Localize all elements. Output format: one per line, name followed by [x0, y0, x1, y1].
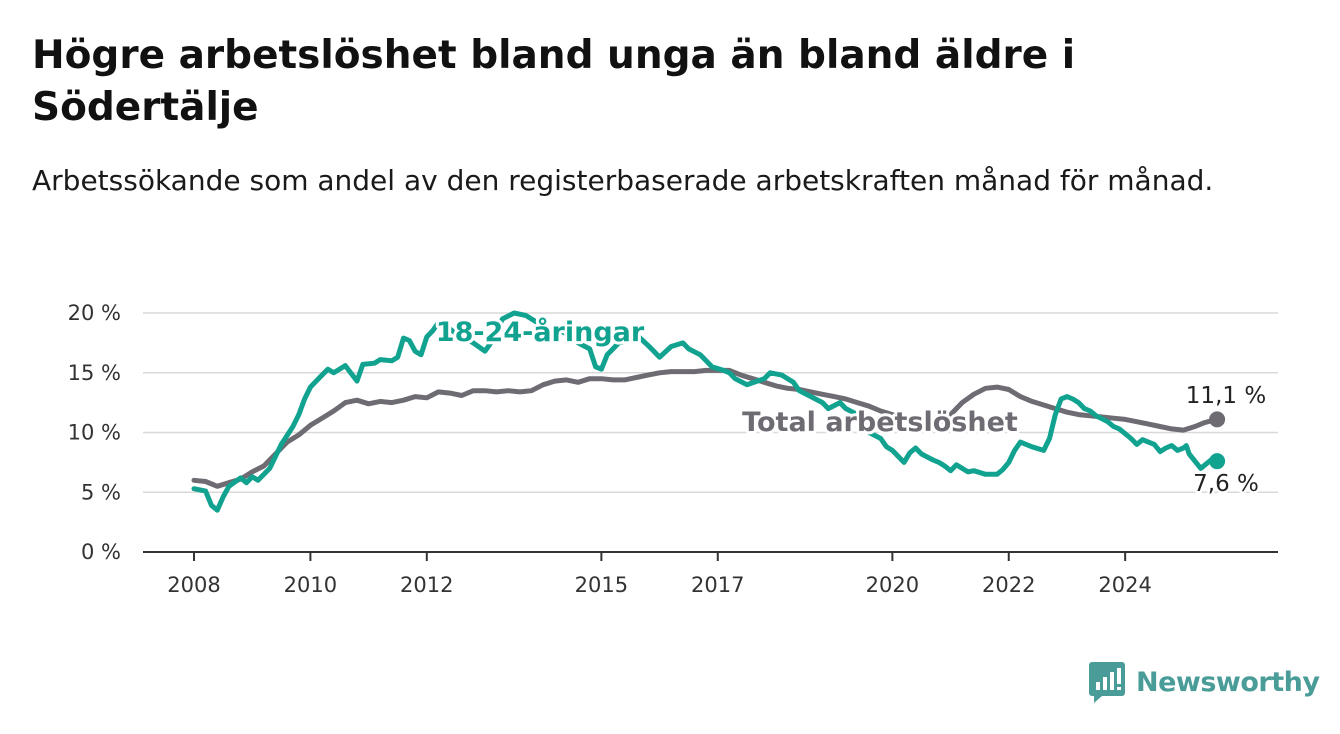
series-line-total [191, 367, 1220, 489]
series-line-young [191, 310, 1220, 513]
chart-subtitle: Arbetssökande som andel av den registerb… [32, 164, 1214, 197]
chart-grid [143, 312, 1278, 553]
y-tick-label: 0 % [81, 540, 121, 564]
x-axis-ticks: 2008 2010 2012 2015 2017 2020 2022 2024 [167, 552, 1152, 597]
x-tick-label: 2012 [400, 573, 453, 597]
y-tick-label: 5 % [81, 480, 121, 504]
chart-series [191, 310, 1226, 513]
brand-name: Newsworthy [1136, 666, 1320, 698]
chart-labels: 18-24-åringar Total arbetslöshet 11,1 % 7,6… [433, 313, 1269, 500]
brand-logo: Newsworthy [1088, 660, 1320, 704]
series-label-total: Total arbetslöshet [742, 407, 1018, 438]
x-tick-label: 2022 [982, 573, 1035, 597]
end-value-label-total: 11,1 % [1186, 383, 1266, 409]
x-tick-label: 2020 [866, 573, 919, 597]
x-tick-label: 2008 [167, 573, 220, 597]
x-tick-label: 2024 [1098, 573, 1151, 597]
series-label-young: 18-24-åringar [436, 316, 645, 348]
chart-title: Högre arbetslöshet bland unga än bland ä… [32, 33, 1076, 130]
y-axis-ticks: 0 % 5 % 10 % 15 % 20 % [68, 301, 121, 564]
line-chart: 0 %5 %10 %15 %20 % 2008 2010 2012 2015 2017 2… [68, 301, 1278, 597]
x-tick-label: 2015 [575, 573, 628, 597]
y-tick-label: 15 % [68, 361, 121, 385]
end-value-label-young: 7,6 % [1193, 471, 1259, 497]
x-tick-label: 2017 [691, 573, 744, 597]
x-tick-label: 2010 [284, 573, 337, 597]
y-tick-label: 10 % [68, 421, 121, 445]
newsworthy-logo-icon [1089, 662, 1125, 703]
series-end-dot-total [1209, 411, 1226, 428]
y-tick-label: 20 % [68, 301, 121, 325]
series-end-dot-young [1209, 453, 1226, 470]
